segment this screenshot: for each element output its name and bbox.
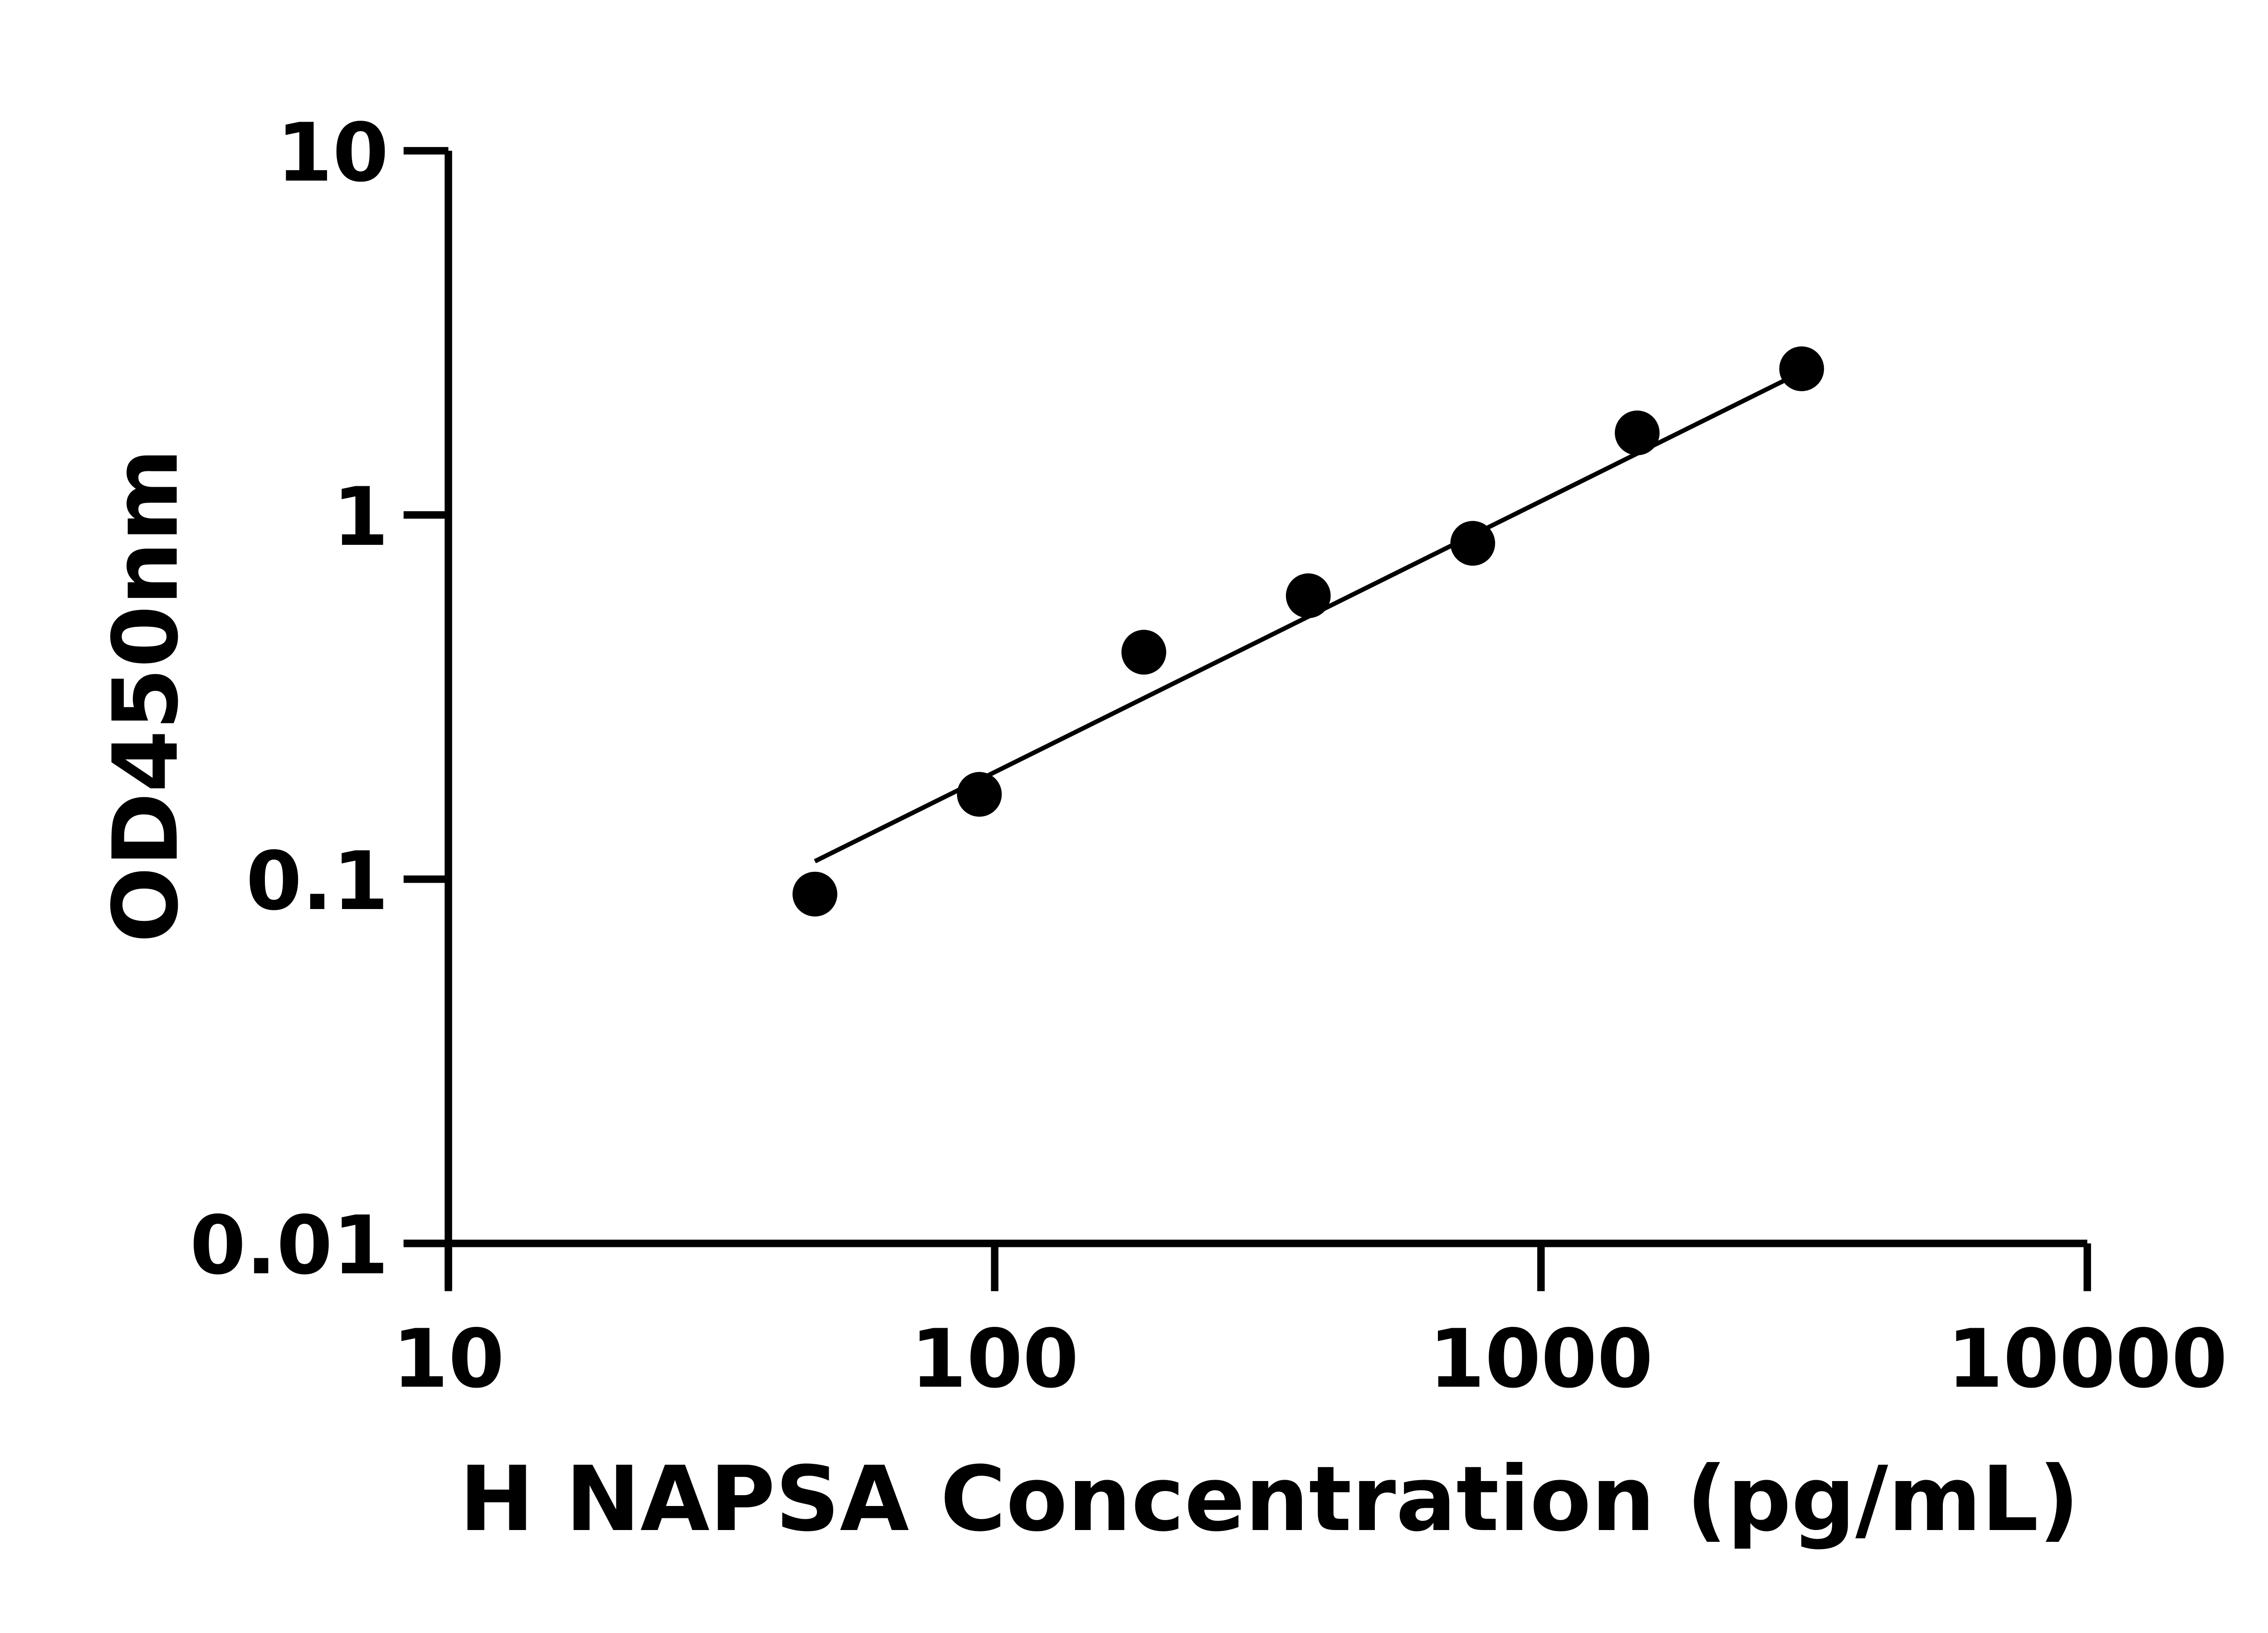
data-point bbox=[1779, 346, 1824, 391]
x-tick-label: 100 bbox=[910, 1312, 1079, 1406]
data-point bbox=[1614, 411, 1660, 455]
y-tick-label: 0.1 bbox=[246, 834, 389, 928]
data-point bbox=[792, 871, 837, 917]
axes bbox=[403, 151, 2087, 1288]
data-point bbox=[1450, 521, 1496, 566]
y-tick-label: 10 bbox=[277, 106, 389, 200]
data-point bbox=[1286, 573, 1331, 618]
x-tick-label: 10 bbox=[392, 1312, 504, 1406]
y-tick-label: 0.01 bbox=[190, 1198, 388, 1292]
data-point bbox=[957, 772, 1002, 817]
data-point bbox=[1121, 630, 1167, 675]
x-ticks: 10 100 1000 10000 bbox=[392, 1243, 2228, 1406]
data-points bbox=[792, 346, 1824, 917]
y-axis-label: OD450nm bbox=[94, 448, 198, 943]
y-tick-label: 1 bbox=[332, 470, 389, 564]
x-axis-label: H NAPSA Concentration (pg/mL) bbox=[459, 1447, 2079, 1551]
x-tick-label: 10000 bbox=[1947, 1312, 2228, 1406]
y-ticks: 0.01 0.1 1 10 bbox=[190, 106, 449, 1292]
x-tick-label: 1000 bbox=[1429, 1312, 1653, 1406]
